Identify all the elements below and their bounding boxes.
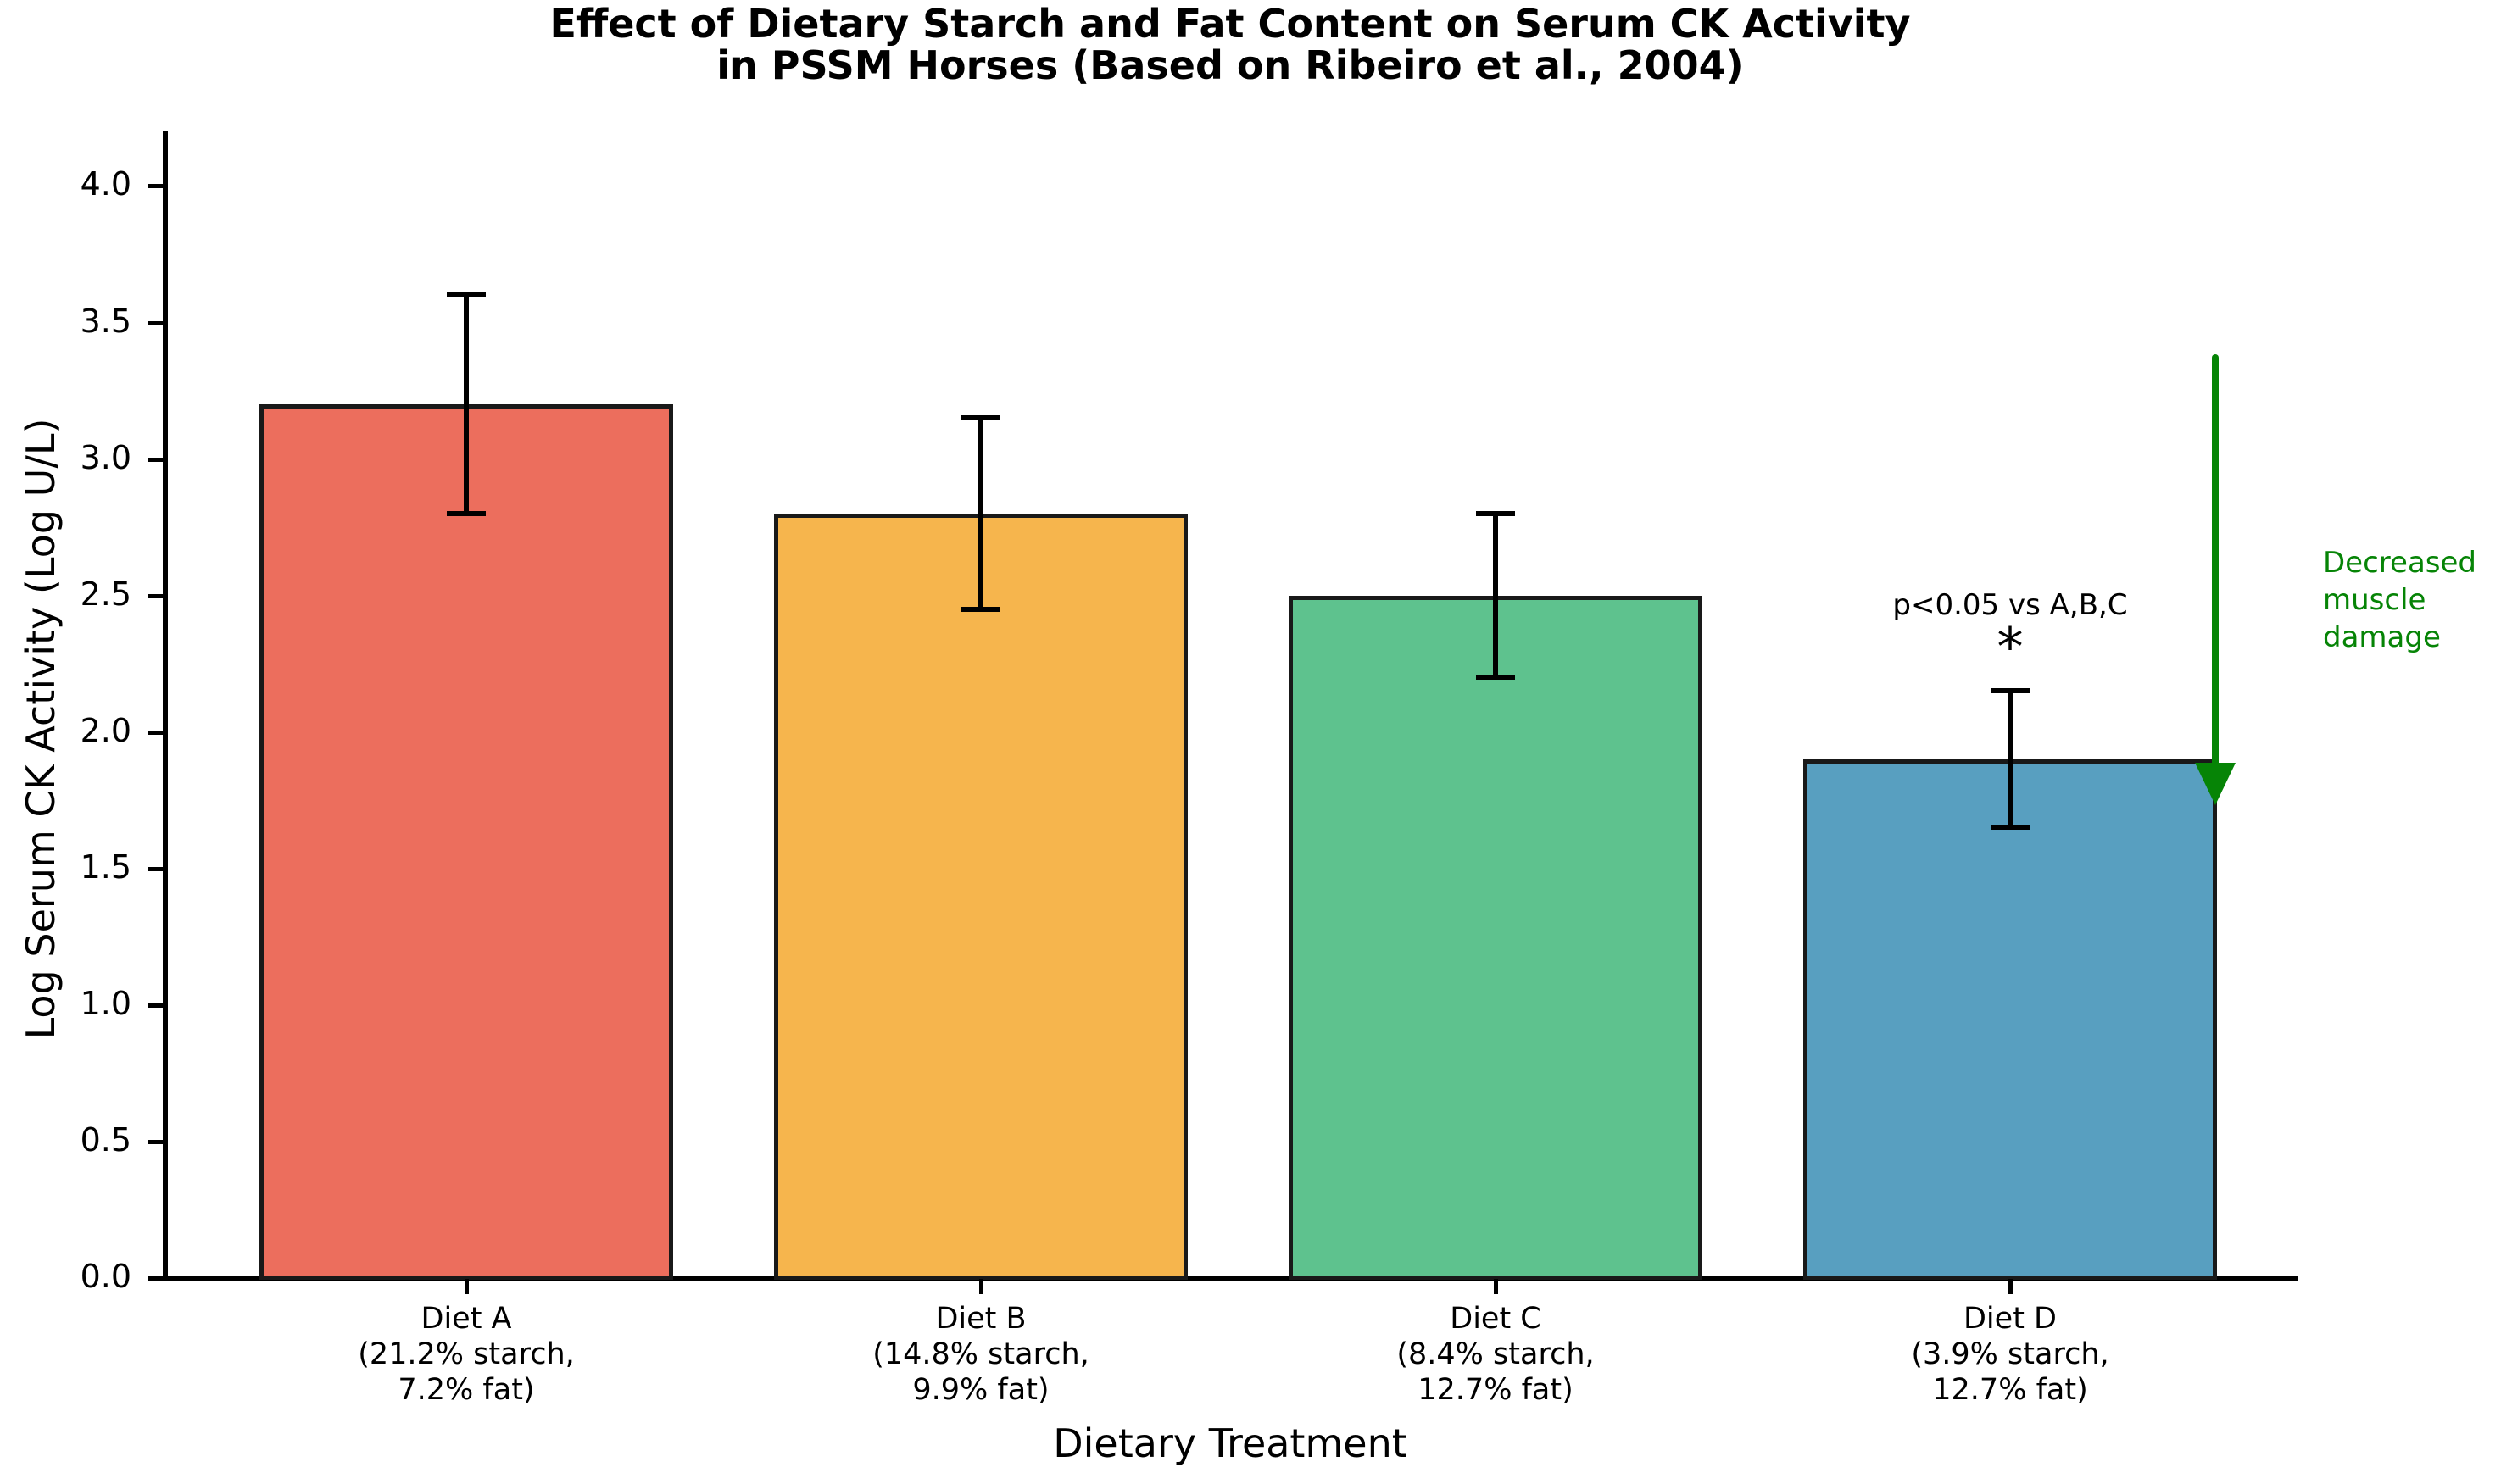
x-category-label-diet-d: Diet D (3.9% starch, 12.7% fat): [1911, 1302, 2109, 1407]
decrease-arrow-line: [2212, 354, 2219, 768]
y-axis-spine: [163, 131, 168, 1281]
x-axis-spine: [163, 1276, 2298, 1281]
bar-diet-c: [1289, 595, 1702, 1280]
x-category-label-diet-b: Diet B (14.8% starch, 9.9% fat): [872, 1302, 1089, 1407]
x-axis-label: Dietary Treatment: [1053, 1420, 1407, 1466]
y-tick-label: 0.0: [80, 1258, 131, 1295]
decrease-arrow-head-icon: [2195, 763, 2236, 805]
bar-diet-a: [259, 404, 673, 1280]
error-bar-diet-d: [2008, 691, 2013, 828]
x-tick-diet-a: [465, 1279, 469, 1294]
error-cap-bottom-diet-d: [1991, 825, 2030, 831]
y-tick: [148, 593, 163, 598]
y-tick: [148, 866, 163, 871]
x-tick-diet-c: [1494, 1279, 1498, 1294]
y-tick: [148, 730, 163, 735]
y-tick: [148, 320, 163, 325]
x-tick-diet-d: [2008, 1279, 2013, 1294]
x-tick-diet-b: [979, 1279, 983, 1294]
y-tick-label: 3.0: [80, 438, 131, 476]
y-tick-label: 1.0: [80, 984, 131, 1022]
error-cap-top-diet-c: [1476, 511, 1515, 516]
x-category-label-diet-a: Diet A (21.2% starch, 7.2% fat): [358, 1302, 575, 1407]
error-cap-bottom-diet-a: [447, 511, 486, 516]
decrease-arrow-label: Decreased muscle damage: [2323, 546, 2476, 654]
error-bar-diet-c: [1493, 514, 1498, 678]
y-tick: [148, 1276, 163, 1281]
error-cap-top-diet-b: [961, 415, 1000, 421]
y-tick: [148, 1139, 163, 1144]
y-tick-label: 2.5: [80, 575, 131, 613]
significance-annotation: p<0.05 vs A,B,C: [1892, 588, 2128, 622]
error-bar-diet-a: [464, 295, 469, 514]
y-tick-label: 3.5: [80, 302, 131, 340]
error-bar-diet-b: [978, 418, 983, 609]
y-tick-label: 0.5: [80, 1120, 131, 1159]
y-tick: [148, 184, 163, 189]
error-cap-top-diet-d: [1991, 688, 2030, 694]
bar-diet-d: [1803, 759, 2217, 1280]
plot-area: 0.0 0.5 1.0 1.5 2.0 2.5 3.0 3.5 4.0 Diet A (21.2%…: [81, 131, 2298, 1407]
error-cap-top-diet-a: [447, 292, 486, 298]
chart-title: Effect of Dietary Starch and Fat Content…: [549, 1, 1911, 88]
y-tick-label: 1.5: [80, 848, 131, 886]
error-cap-bottom-diet-c: [1476, 675, 1515, 681]
error-cap-bottom-diet-b: [961, 606, 1000, 612]
x-category-label-diet-c: Diet C (8.4% starch, 12.7% fat): [1396, 1302, 1595, 1407]
y-tick-label: 4.0: [80, 165, 131, 203]
y-tick-label: 2.0: [80, 711, 131, 749]
significance-asterisk: *: [1997, 616, 2024, 678]
y-tick: [148, 1003, 163, 1008]
y-tick: [148, 457, 163, 462]
bar-diet-b: [774, 514, 1188, 1280]
